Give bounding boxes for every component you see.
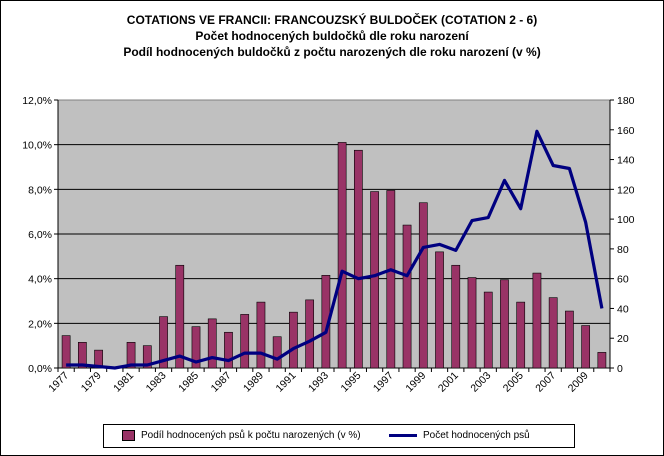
bar [126, 342, 136, 369]
y-right-tick-label: 120 [617, 184, 635, 196]
legend-item-bars: Podíl hodnocených psů k počtu narozených… [122, 430, 361, 441]
y-left-tick-label: 10,0% [22, 140, 52, 152]
bar [532, 272, 542, 369]
legend: Podíl hodnocených psů k počtu narozených… [103, 424, 575, 448]
x-tick-label: 2003 [468, 370, 493, 395]
bar [175, 264, 185, 369]
bar [548, 297, 558, 369]
x-tick-label: 1999 [403, 370, 428, 395]
x-tick-label: 1989 [241, 370, 266, 395]
bar [451, 264, 461, 369]
bar [289, 311, 298, 369]
bar [516, 301, 526, 369]
y-right-tick-label: 20 [617, 333, 629, 345]
x-tick-label: 1997 [371, 370, 396, 395]
bar [142, 345, 152, 369]
y-left-tick-label: 2,0% [28, 318, 52, 330]
chart-subtitle-1: Počet hodnocených buldočků dle roku naro… [195, 29, 469, 43]
chart-titles: COTATIONS VE FRANCII: FRANCOUZSKÝ BULDOČ… [0, 12, 664, 60]
y-right-tick-label: 60 [617, 274, 629, 286]
bar [159, 316, 168, 369]
x-tick-label: 1993 [306, 370, 331, 395]
bar [337, 142, 347, 369]
x-tick-label: 2007 [533, 370, 558, 395]
bar [467, 277, 477, 369]
bar [500, 279, 509, 369]
y-right-tick-label: 100 [617, 214, 635, 226]
legend-label-line: Počet hodnocených psů [423, 430, 530, 441]
bar [224, 331, 233, 369]
y-left-tick-label: 8,0% [28, 184, 52, 196]
bar [402, 224, 412, 369]
x-tick-label: 1985 [176, 370, 201, 395]
x-tick-label: 2001 [436, 370, 461, 395]
y-left-tick-label: 4,0% [28, 274, 52, 286]
x-tick-label: 1979 [79, 370, 104, 395]
bar [483, 291, 493, 369]
y-right-tick-label: 40 [617, 303, 629, 315]
y-right-tick-label: 180 [617, 95, 635, 107]
chart-title: COTATIONS VE FRANCII: FRANCOUZSKÝ BULDOČ… [126, 13, 538, 27]
bar [240, 314, 250, 369]
bar [207, 318, 217, 369]
bar [597, 352, 607, 369]
legend-item-line: Počet hodnocených psů [389, 430, 530, 441]
legend-line-swatch [389, 434, 417, 437]
x-tick-label: 1981 [111, 370, 136, 395]
series-line [66, 129, 604, 370]
bar [418, 202, 428, 369]
x-tick-label: 1991 [274, 370, 299, 395]
bar [435, 251, 444, 369]
bar [370, 191, 379, 369]
bar [353, 149, 363, 369]
y-left-tick-label: 0,0% [28, 363, 52, 375]
legend-bar-swatch [122, 430, 135, 441]
x-tick-label: 2005 [501, 370, 526, 395]
y-right-tick-label: 0 [617, 363, 623, 375]
bar [386, 190, 396, 369]
chart-subtitle-2: Podíl hodnocených buldočků z počtu naroz… [123, 45, 541, 59]
bar [581, 325, 591, 369]
bar [305, 299, 315, 369]
legend-label-bars: Podíl hodnocených psů k počtu narozených… [141, 430, 361, 441]
y-left-tick-label: 12,0% [22, 95, 52, 107]
x-tick-label: 1987 [209, 370, 234, 395]
bar [191, 326, 201, 369]
y-right-tick-label: 160 [617, 125, 635, 137]
bar [272, 336, 282, 369]
bar [256, 301, 266, 369]
y-left-tick-label: 6,0% [28, 229, 52, 241]
bar [565, 310, 574, 369]
x-tick-label: 1983 [144, 370, 169, 395]
x-tick-label: 2009 [566, 370, 591, 395]
y-right-tick-label: 80 [617, 244, 629, 256]
y-right-tick-label: 140 [617, 155, 635, 167]
bar [77, 342, 87, 369]
bar [61, 335, 71, 369]
x-tick-label: 1995 [338, 370, 363, 395]
